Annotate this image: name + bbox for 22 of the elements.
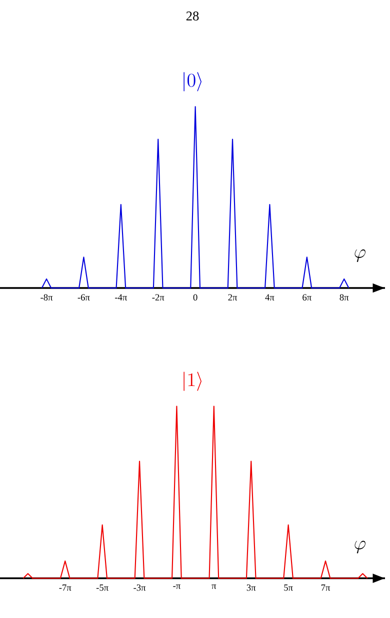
x-tick-label: -π <box>173 584 180 589</box>
text: 28 <box>186 12 199 20</box>
x-tick-label: 3π <box>246 584 256 591</box>
x-tick-label: 0 <box>193 294 198 301</box>
chart-title: $|1\rangle$ <box>184 372 202 391</box>
chart-title: $|0\rangle$ <box>184 72 202 92</box>
x-axis-title: $\varphi$ <box>354 249 366 262</box>
x-tick-label: -8π <box>40 294 53 301</box>
x-tick-label: 4π <box>265 294 274 300</box>
x-tick-label: -4π <box>115 294 128 300</box>
x-tick-label: -3π <box>134 584 146 591</box>
x-tick-label: 7π <box>321 584 330 591</box>
x-axis-title: $\varphi$ <box>354 540 366 554</box>
x-tick-label: -2π <box>152 294 164 300</box>
x-tick-label: 8π <box>340 294 349 301</box>
x-tick-label: -5π <box>96 584 108 591</box>
x-tick-label: 5π <box>284 584 293 591</box>
x-tick-label: 6π <box>302 294 312 300</box>
x-tick-label: -6π <box>78 294 90 300</box>
x-tick-label: π <box>212 584 216 589</box>
x-tick-label: 2π <box>228 294 238 300</box>
x-tick-label: -7π <box>59 584 72 591</box>
